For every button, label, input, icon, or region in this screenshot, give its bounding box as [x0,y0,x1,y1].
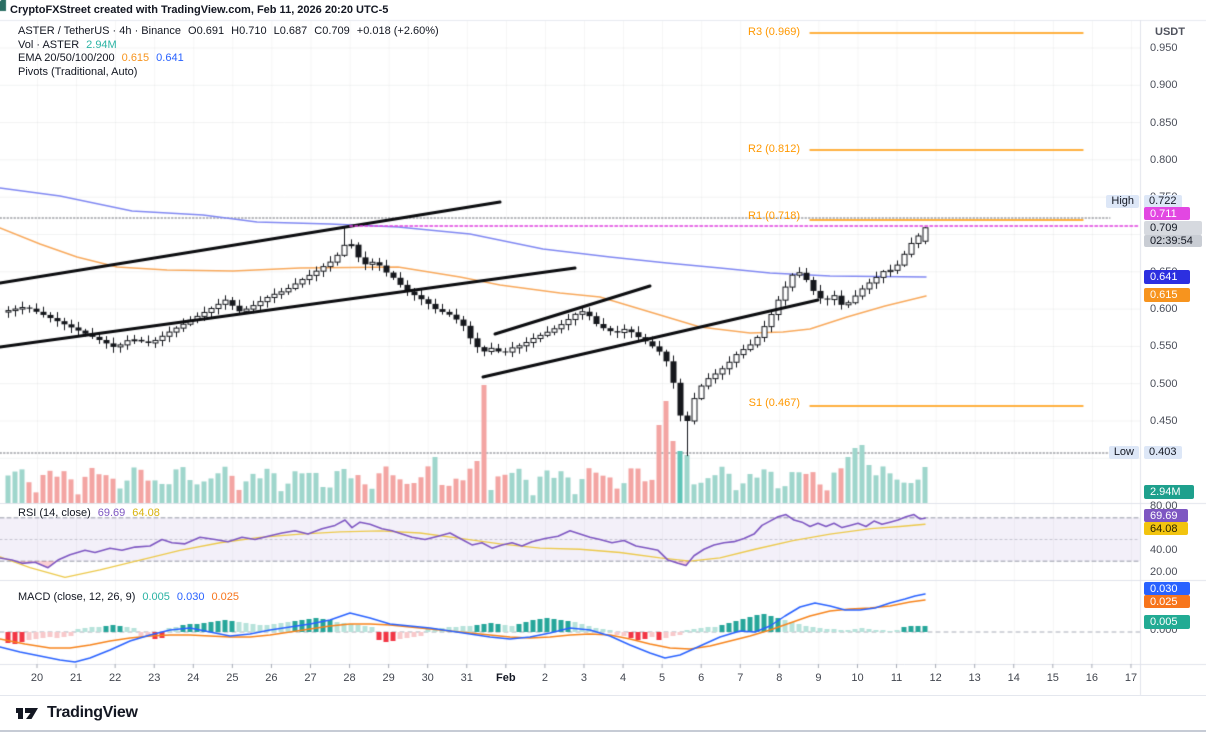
price-axis-tick: 0.900 [1150,79,1178,91]
time-axis-label: 14 [1007,672,1020,684]
time-axis-label: 30 [421,672,434,684]
time-axis-label: 4 [619,672,627,684]
time-axis-label: 3 [580,672,588,684]
price-axis-tick: 0.850 [1150,117,1178,129]
volume-value: 2.94M [86,38,117,51]
time-axis-label: 22 [109,672,122,684]
time-axis-label: 10 [851,672,864,684]
time-axis-label: 11 [890,672,903,684]
time-axis-label: 24 [187,672,200,684]
pivots-legend-row[interactable]: Pivots (Traditional, Auto) [18,66,439,80]
symbol-legend-row[interactable]: ASTER / TetherUS · 4h · Binance O0.691 H0.… [18,25,439,39]
time-axis-label: 12 [929,672,942,684]
time-axis-label: 21 [69,672,83,684]
time-axis-label: 29 [382,672,395,684]
price-axis-badge: 0.025 [1144,595,1190,608]
pivot-label: R1 (0.718) [748,210,800,222]
price-axis-badge: 0.641 [1144,270,1190,284]
price-axis-tick: 40.00 [1150,544,1178,556]
price-axis-badge: 2.94M [1144,485,1194,499]
price-axis-badge: 0.005 [1144,615,1190,629]
pivot-label: R2 (0.812) [748,143,800,155]
tradingview-logo-text[interactable]: TradingView [47,704,138,721]
rsi-legend[interactable]: RSI (14, close) 69.69 64.08 [18,507,160,519]
time-axis-label: 5 [659,672,666,684]
tradingview-logo-icon[interactable] [16,704,40,722]
price-axis-badge: 0.615 [1144,288,1190,302]
footer-bar: TradingView [0,695,1206,730]
price-axis-tick: 0.800 [1150,154,1178,166]
macd-signal-value: 0.025 [211,591,239,603]
time-axis-label: 7 [737,672,744,684]
price-scale-currency: USDT [1155,26,1185,38]
time-axis-label: 9 [815,672,822,684]
ohlc-close: C0.709 [314,25,350,37]
time-axis-label: 13 [968,672,981,684]
time-axis-label: 23 [148,672,161,684]
price-axis-badge: 64.08 [1144,522,1188,535]
price-axis-tick: 0.500 [1150,378,1178,390]
time-axis-label: 28 [343,672,356,684]
time-axis-label: 20 [30,672,44,684]
main-legend[interactable]: ASTER / TetherUS · 4h · Binance O0.691 H0.… [18,25,439,79]
time-axis-label: 16 [1085,672,1098,684]
macd-value: 0.030 [176,591,205,603]
rsi-value: 69.69 [97,507,126,519]
macd-legend[interactable]: MACD (close, 12, 26, 9) 0.005 0.030 0.025 [18,591,239,603]
time-axis-label: 25 [226,672,239,684]
time-axis-label: 31 [460,672,473,684]
time-axis-label: 8 [776,672,783,684]
chart-canvas[interactable] [0,0,1206,696]
low-label-chip: Low [1108,446,1139,459]
ohlc-high: H0.710 [231,25,267,37]
time-axis-label: 27 [304,672,317,684]
price-axis-badge: 0.030 [1144,582,1190,595]
macd-hist-value: 0.005 [142,591,170,603]
low-value-chip: 0.403 [1144,446,1182,459]
ema-legend-row[interactable]: EMA 20/50/100/200 0.615 0.641 [18,52,439,66]
price-axis-badge: 0.709 [1144,221,1202,235]
watermark-text: CryptoFXStreet created with TradingView.… [10,4,389,16]
price-axis-badge: 0.711 [1144,207,1190,220]
high-value-chip: 0.722 [1144,195,1182,208]
ema-fast-value: 0.615 [121,52,150,65]
price-axis-tick: 0.450 [1150,415,1178,427]
volume-label: Vol · ASTER [18,38,80,51]
rsi-title: RSI (14, close) [18,507,91,519]
time-axis-label: 26 [265,672,278,684]
rsi-ma-value: 64.08 [132,507,160,519]
pivots-label: Pivots (Traditional, Auto) [18,65,138,78]
time-axis-label: 17 [1124,672,1138,684]
volume-legend-row[interactable]: Vol · ASTER 2.94M [18,39,439,53]
ema-slow-value: 0.641 [156,52,184,65]
time-axis-label: 2 [541,672,548,684]
ema-label: EMA 20/50/100/200 [18,52,115,65]
ohlc-low: L0.687 [273,25,308,37]
pivot-label: R3 (0.969) [748,26,800,38]
pivot-label: S1 (0.467) [748,397,800,409]
price-axis-tick: 20.00 [1150,566,1178,578]
high-label-chip: High [1106,195,1139,208]
macd-title: MACD (close, 12, 26, 9) [18,591,136,603]
time-axis-label: 15 [1046,672,1059,684]
ohlc-open: O0.691 [188,25,225,37]
price-axis-tick: 0.600 [1150,303,1178,315]
time-axis-label: Feb [496,672,516,684]
price-axis-badge: 02:39:54 [1144,235,1202,247]
time-axis-label: 6 [698,672,705,684]
price-axis-tick: 0.950 [1150,42,1178,54]
price-axis-badge: 69.69 [1144,509,1188,522]
symbol-title: ASTER / TetherUS · 4h · Binance [18,25,182,37]
ohlc-change: +0.018 (+2.60%) [356,25,439,37]
price-axis-tick: 0.550 [1150,340,1178,352]
